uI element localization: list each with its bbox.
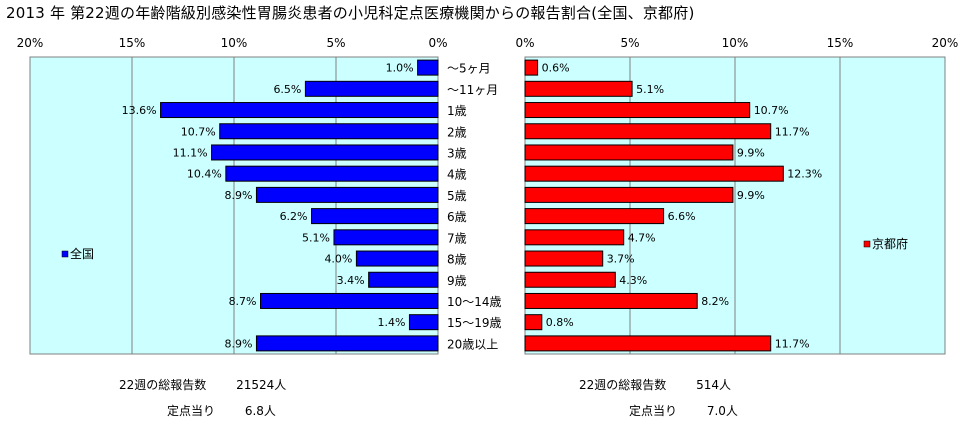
national-data-label: 8.9% [224, 189, 252, 202]
national-legend-label: 全国 [70, 246, 94, 261]
kyoto-per-site-label: 定点当り [629, 404, 678, 418]
category-label: 9歳 [447, 274, 467, 288]
national-per-site-label: 定点当り [167, 404, 216, 418]
national-bar [255, 335, 439, 352]
national-bar [311, 208, 439, 225]
kyoto-data-label: 4.3% [619, 274, 647, 287]
national-data-label: 1.0% [386, 62, 414, 75]
kyoto-bar [524, 165, 784, 182]
kyoto-data-label: 6.6% [668, 210, 696, 223]
kyoto-data-label: 0.6% [542, 62, 570, 75]
kyoto-data-label: 3.7% [607, 253, 635, 266]
kyoto-data-label: 9.9% [737, 189, 765, 202]
national-data-label: 10.4% [187, 168, 222, 181]
kyoto-total-label: 22週の総報告数 [579, 378, 667, 392]
category-label: 2歳 [447, 125, 467, 139]
national-data-label: 4.0% [324, 253, 352, 266]
national-data-label: 11.1% [173, 146, 208, 159]
left-tick-label: 0% [428, 36, 447, 50]
kyoto-data-label: 9.9% [737, 146, 765, 159]
kyoto-data-label: 4.7% [628, 231, 656, 244]
kyoto-per-site-line: 定点当り 7.0人 [629, 402, 738, 419]
national-bar [304, 80, 439, 97]
national-data-label: 3.4% [337, 274, 365, 287]
national-total-line: 22週の総報告数 21524人 [119, 376, 286, 393]
national-bar [333, 229, 439, 246]
category-label: 20歳以上 [447, 337, 498, 351]
national-data-label: 1.4% [377, 316, 405, 329]
kyoto-bar [524, 292, 698, 309]
kyoto-data-label: 8.2% [701, 295, 729, 308]
left-tick-label: 5% [326, 36, 345, 50]
national-total-label: 22週の総報告数 [119, 378, 207, 392]
national-bar [355, 250, 439, 267]
kyoto-legend-swatch [863, 240, 871, 248]
kyoto-data-label: 11.7% [775, 125, 810, 138]
national-bar [211, 144, 439, 161]
category-label: 8歳 [447, 253, 467, 267]
national-data-label: 13.6% [122, 104, 157, 117]
kyoto-per-site-value: 7.0人 [706, 404, 738, 418]
chart-title: 2013 年 第22週の年齢階級別感染性胃腸炎患者の小児科定点医療機関からの報告… [6, 4, 695, 22]
category-label: ～11ヶ月 [447, 83, 498, 97]
national-bar [219, 123, 439, 140]
national-bar [417, 59, 439, 76]
kyoto-total-value: 514人 [696, 378, 732, 392]
kyoto-total-line: 22週の総報告数 514人 [579, 376, 731, 393]
national-data-label: 8.7% [229, 295, 257, 308]
kyoto-bar [524, 186, 734, 203]
kyoto-legend-label: 京都府 [872, 236, 908, 251]
category-label: 1歳 [447, 104, 467, 118]
national-bar [408, 314, 439, 331]
kyoto-bar [524, 271, 616, 288]
national-bar [160, 102, 439, 119]
category-label: 3歳 [447, 146, 467, 160]
kyoto-data-label: 0.8% [546, 316, 574, 329]
kyoto-bar [524, 144, 734, 161]
category-label: ～5ヶ月 [447, 62, 491, 76]
kyoto-bar [524, 102, 751, 119]
national-data-label: 5.1% [302, 231, 330, 244]
category-label: 6歳 [447, 210, 467, 224]
category-label: 10～14歳 [447, 295, 502, 309]
right-tick-label: 5% [620, 36, 639, 50]
national-per-site-line: 定点当り 6.8人 [167, 402, 276, 419]
national-data-label: 10.7% [181, 125, 216, 138]
right-tick-label: 0% [515, 36, 534, 50]
category-label: 7歳 [447, 231, 467, 245]
category-label: 4歳 [447, 168, 467, 182]
national-per-site-value: 6.8人 [244, 404, 276, 418]
kyoto-data-label: 10.7% [754, 104, 789, 117]
national-legend-swatch [61, 250, 69, 258]
kyoto-bar [524, 208, 665, 225]
national-bar [260, 292, 439, 309]
category-label: 5歳 [447, 189, 467, 203]
kyoto-bar [524, 123, 772, 140]
kyoto-data-label: 11.7% [775, 337, 810, 350]
left-tick-label: 10% [221, 36, 248, 50]
national-bar [255, 186, 439, 203]
left-tick-label: 15% [119, 36, 146, 50]
kyoto-bar [524, 80, 633, 97]
kyoto-bar [524, 229, 625, 246]
right-tick-label: 20% [932, 36, 959, 50]
national-data-label: 6.5% [273, 83, 301, 96]
category-label: 15～19歳 [447, 316, 502, 330]
kyoto-bar [524, 335, 772, 352]
left-tick-label: 20% [17, 36, 44, 50]
national-data-label: 6.2% [280, 210, 308, 223]
national-data-label: 8.9% [224, 337, 252, 350]
national-bar [225, 165, 439, 182]
national-bar [368, 271, 439, 288]
right-tick-label: 10% [722, 36, 749, 50]
right-tick-label: 15% [827, 36, 854, 50]
national-total-value: 21524人 [236, 378, 287, 392]
kyoto-bar [524, 59, 539, 76]
kyoto-data-label: 5.1% [636, 83, 664, 96]
kyoto-bar [524, 250, 604, 267]
kyoto-bar [524, 314, 543, 331]
kyoto-data-label: 12.3% [787, 168, 822, 181]
